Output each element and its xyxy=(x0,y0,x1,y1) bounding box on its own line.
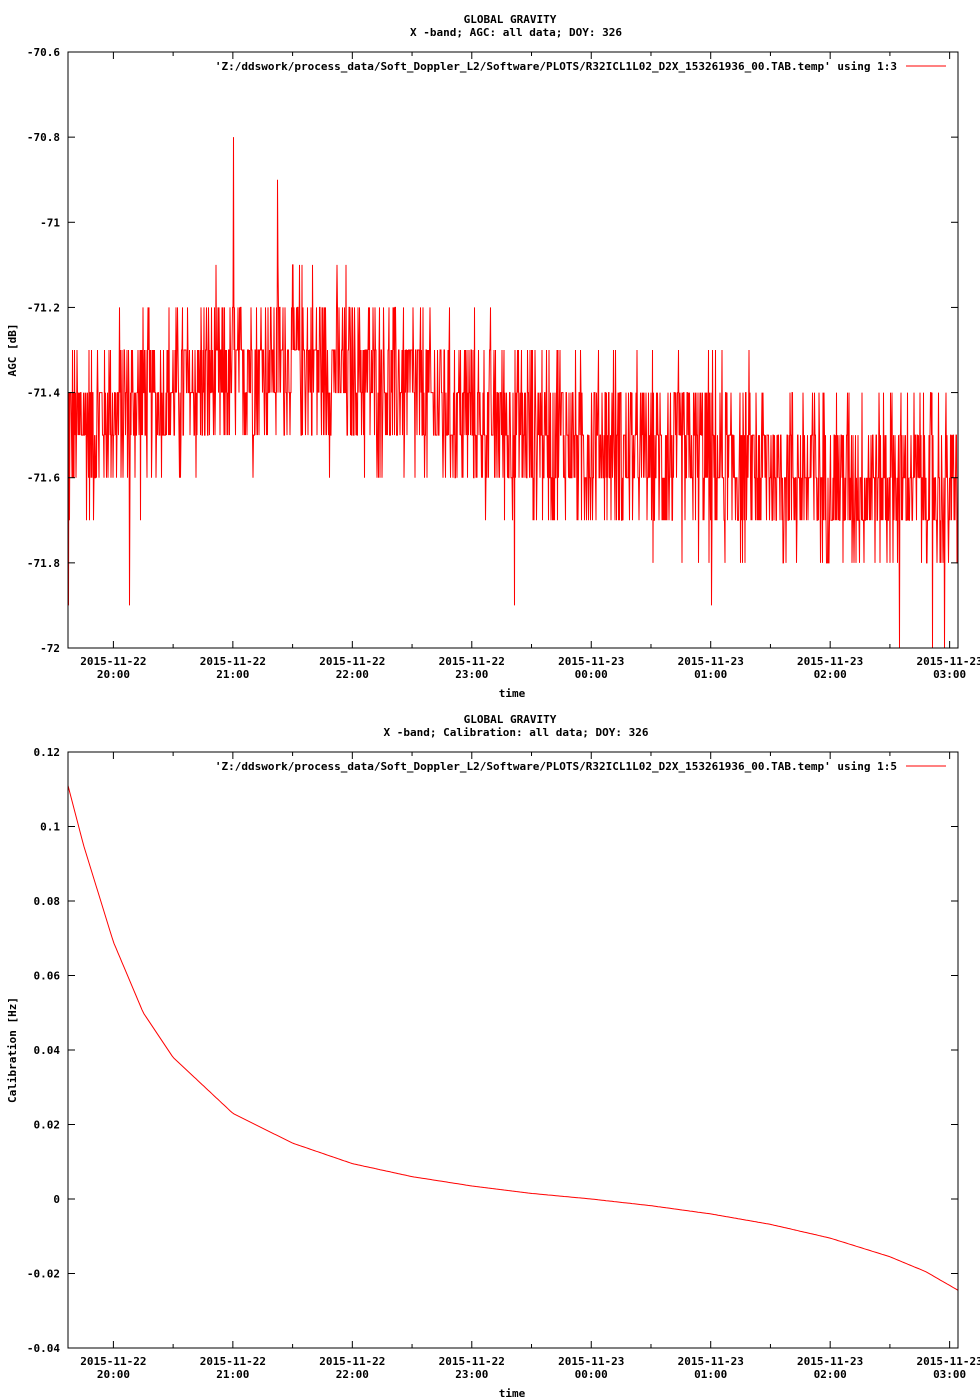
agc-chart-subtitle: X -band; AGC: all data; DOY: 326 xyxy=(410,26,622,39)
calibration-xtick-time: 23:00 xyxy=(455,1368,488,1381)
agc-xtick-date: 2015-11-23 xyxy=(797,655,863,668)
calibration-xtick-date: 2015-11-23 xyxy=(558,1355,624,1368)
calibration-xtick-time: 01:00 xyxy=(694,1368,727,1381)
agc-chart: GLOBAL GRAVITY X -band; AGC: all data; D… xyxy=(6,13,980,700)
calibration-chart-subtitle: X -band; Calibration: all data; DOY: 326 xyxy=(384,726,649,739)
calibration-legend-label: 'Z:/ddswork/process_data/Soft_Doppler_L2… xyxy=(215,760,897,773)
calibration-xtick-date: 2015-11-22 xyxy=(80,1355,146,1368)
agc-xtick-date: 2015-11-22 xyxy=(200,655,266,668)
agc-xtick-time: 01:00 xyxy=(694,668,727,681)
agc-ytick-label: -71.6 xyxy=(27,472,60,485)
agc-ytick-label: -71.4 xyxy=(27,387,60,400)
calibration-xtick-date: 2015-11-22 xyxy=(439,1355,505,1368)
calibration-ytick-label: 0.02 xyxy=(34,1119,61,1132)
calibration-xtick-time: 02:00 xyxy=(814,1368,847,1381)
agc-ytick-label: -70.8 xyxy=(27,131,60,144)
calibration-xtick-date: 2015-11-23 xyxy=(678,1355,744,1368)
calibration-ytick-label: 0.1 xyxy=(40,821,60,834)
calibration-ytick-label: 0 xyxy=(53,1193,60,1206)
calibration-series-layer xyxy=(67,785,959,1291)
agc-xtick-date: 2015-11-22 xyxy=(319,655,385,668)
agc-ytick-label: -71.8 xyxy=(27,557,60,570)
calibration-ytick-label: 0.08 xyxy=(34,895,61,908)
calibration-xtick-time: 20:00 xyxy=(97,1368,130,1381)
calibration-ytick-label: 0.12 xyxy=(34,746,61,759)
agc-xtick-date: 2015-11-23 xyxy=(917,655,980,668)
calibration-ytick-label: 0.04 xyxy=(34,1044,61,1057)
calibration-series-line xyxy=(67,785,959,1291)
calibration-xtick-date: 2015-11-23 xyxy=(797,1355,863,1368)
agc-series-line xyxy=(67,137,959,649)
agc-ytick-label: -71.2 xyxy=(27,301,60,314)
agc-xtick-date: 2015-11-22 xyxy=(80,655,146,668)
agc-plot-area xyxy=(67,51,959,649)
calibration-xtick-time: 00:00 xyxy=(575,1368,608,1381)
agc-ytick-label: -70.6 xyxy=(27,46,60,59)
calibration-xtick-time: 03:00 xyxy=(933,1368,966,1381)
calibration-y-axis-label: Calibration [Hz] xyxy=(6,997,19,1103)
agc-chart-title: GLOBAL GRAVITY xyxy=(464,13,557,26)
agc-xtick-date: 2015-11-23 xyxy=(558,655,624,668)
agc-xtick-time: 00:00 xyxy=(575,668,608,681)
agc-x-axis-label: time xyxy=(499,687,526,700)
agc-tick-layer: -70.6 -70.8 -71 -71.2 -71.4 -71.6 -71.8 -72 2015… xyxy=(27,46,980,681)
agc-xtick-date: 2015-11-23 xyxy=(678,655,744,668)
agc-xtick-time: 23:00 xyxy=(455,668,488,681)
agc-ytick-label: -71 xyxy=(40,216,60,229)
calibration-xtick-time: 21:00 xyxy=(216,1368,249,1381)
calibration-tick-layer: 0.12 0.1 0.08 0.06 0.04 0.02 0 -0.02 -0.04 2015-1… xyxy=(27,746,980,1381)
agc-series-layer xyxy=(67,137,959,649)
calibration-xtick-date: 2015-11-22 xyxy=(200,1355,266,1368)
calibration-xtick-date: 2015-11-23 xyxy=(917,1355,980,1368)
agc-y-axis-label: AGC [dB] xyxy=(6,324,19,377)
agc-xtick-time: 02:00 xyxy=(814,668,847,681)
calibration-plot-area xyxy=(67,751,959,1349)
agc-xtick-time: 03:00 xyxy=(933,668,966,681)
agc-xtick-date: 2015-11-22 xyxy=(439,655,505,668)
agc-legend-label: 'Z:/ddswork/process_data/Soft_Doppler_L2… xyxy=(215,60,897,73)
calibration-x-axis-label: time xyxy=(499,1387,526,1400)
calibration-ytick-label: 0.06 xyxy=(34,970,61,983)
agc-xtick-time: 20:00 xyxy=(97,668,130,681)
agc-ytick-label: -72 xyxy=(40,642,60,655)
agc-xtick-time: 22:00 xyxy=(336,668,369,681)
calibration-ytick-label: -0.04 xyxy=(27,1342,60,1355)
calibration-xtick-time: 22:00 xyxy=(336,1368,369,1381)
calibration-ytick-label: -0.02 xyxy=(27,1268,60,1281)
calibration-chart: GLOBAL GRAVITY X -band; Calibration: all… xyxy=(6,713,980,1400)
agc-xtick-time: 21:00 xyxy=(216,668,249,681)
calibration-chart-title: GLOBAL GRAVITY xyxy=(464,713,557,726)
calibration-xtick-date: 2015-11-22 xyxy=(319,1355,385,1368)
